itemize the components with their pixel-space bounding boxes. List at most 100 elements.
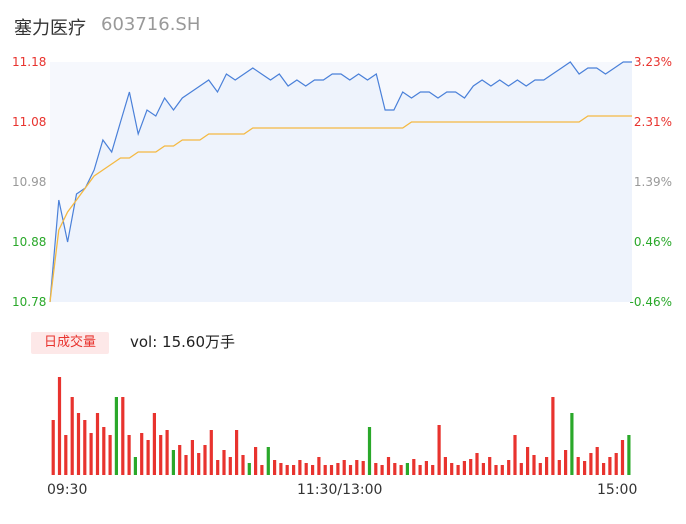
- time-tick-open: 09:30: [47, 482, 88, 498]
- volume-bar: [266, 447, 270, 475]
- volume-bar: [519, 463, 523, 475]
- volume-bar: [260, 465, 264, 475]
- time-tick-close: 15:00: [597, 482, 638, 498]
- volume-bar: [488, 457, 492, 475]
- volume-bar: [178, 445, 182, 475]
- volume-bar: [608, 457, 612, 475]
- volume-bar: [545, 457, 549, 475]
- volume-bar: [285, 465, 289, 475]
- volume-bar: [317, 457, 321, 475]
- pct-tick-0: 3.23%: [633, 55, 672, 69]
- stock-name: 塞力医疗: [14, 18, 86, 39]
- volume-bar: [367, 427, 372, 475]
- volume-bar: [602, 463, 606, 475]
- volume-bar: [469, 459, 473, 475]
- volume-total: vol: 15.60万手: [130, 333, 235, 351]
- volume-bar: [336, 463, 340, 475]
- volume-bar: [342, 460, 346, 475]
- time-tick-midday: 11:30/13:00: [297, 482, 383, 498]
- volume-bar: [412, 459, 416, 475]
- volume-bar: [424, 461, 428, 475]
- volume-bar: [323, 465, 327, 475]
- volume-bar: [83, 420, 87, 475]
- volume-bar: [551, 397, 555, 475]
- volume-bar: [348, 465, 353, 475]
- volume-bar: [386, 457, 391, 475]
- stock-code: 603716.SH: [101, 14, 201, 35]
- volume-bar: [329, 465, 334, 475]
- volume-bar: [583, 461, 587, 475]
- volume-bar: [298, 460, 302, 475]
- average-price-line: [49, 115, 632, 303]
- volume-bar: [89, 433, 93, 475]
- volume-bar: [614, 453, 618, 475]
- volume-bar: [532, 455, 536, 475]
- volume-bar: [627, 435, 631, 475]
- volume-bar: [456, 465, 460, 475]
- volume-bar: [500, 465, 504, 475]
- volume-bar: [570, 413, 574, 475]
- volume-bar: [311, 465, 315, 475]
- pct-tick-3: 0.46%: [633, 235, 672, 249]
- volume-bar: [526, 447, 530, 475]
- volume-bar: [222, 450, 226, 475]
- volume-bar: [76, 413, 81, 475]
- volume-bar: [95, 413, 100, 475]
- volume-bar: [595, 447, 599, 475]
- volume-bar: [108, 435, 112, 475]
- volume-bar: [450, 463, 454, 475]
- volume-bar: [70, 397, 74, 475]
- volume-bars: [51, 377, 631, 475]
- volume-bar: [57, 377, 62, 475]
- volume-bar: [140, 433, 144, 475]
- volume-bar: [152, 413, 156, 475]
- volume-bar: [203, 445, 207, 475]
- volume-bar: [292, 465, 296, 475]
- volume-bar: [620, 440, 625, 475]
- volume-bar: [121, 397, 125, 475]
- pct-tick-2: 1.39%: [633, 175, 672, 189]
- volume-bar: [235, 430, 239, 475]
- volume-bar: [393, 463, 397, 475]
- volume-bar: [589, 453, 593, 475]
- volume-bar: [279, 463, 283, 475]
- volume-bar: [190, 440, 194, 475]
- volume-bar: [475, 453, 479, 475]
- volume-bar: [564, 450, 568, 475]
- volume-bar: [102, 427, 106, 475]
- volume-bar: [507, 460, 511, 475]
- volume-bar: [494, 465, 498, 475]
- volume-bar: [247, 463, 251, 475]
- volume-bar: [114, 397, 118, 475]
- pct-tick-1: 2.31%: [633, 115, 672, 129]
- volume-bar: [481, 463, 485, 475]
- volume-bar: [443, 457, 447, 475]
- volume-bar: [254, 447, 258, 475]
- volume-bar: [462, 461, 466, 475]
- volume-bar: [361, 461, 365, 475]
- volume-bar: [405, 463, 409, 475]
- volume-bar: [437, 425, 441, 475]
- volume-bar: [228, 457, 232, 475]
- volume-bar: [184, 455, 188, 475]
- volume-bar: [165, 430, 169, 475]
- price-line: [49, 61, 632, 303]
- volume-bar: [241, 455, 245, 475]
- volume-bar: [127, 435, 131, 475]
- volume-bar: [355, 460, 359, 475]
- daily-volume-badge: 日成交量: [31, 332, 109, 354]
- price-tick-2: 10.98: [12, 175, 47, 189]
- price-tick-3: 10.88: [12, 235, 47, 249]
- volume-bar: [64, 435, 68, 475]
- volume-bar: [171, 450, 175, 475]
- price-tick-1: 11.08: [12, 115, 47, 129]
- volume-bar: [133, 457, 137, 475]
- volume-bar: [418, 465, 422, 475]
- volume-bar: [197, 453, 201, 475]
- volume-bar: [51, 420, 55, 475]
- volume-bar: [557, 460, 561, 475]
- volume-bar: [380, 465, 384, 475]
- volume-bar: [146, 440, 150, 475]
- volume-bar: [431, 465, 435, 475]
